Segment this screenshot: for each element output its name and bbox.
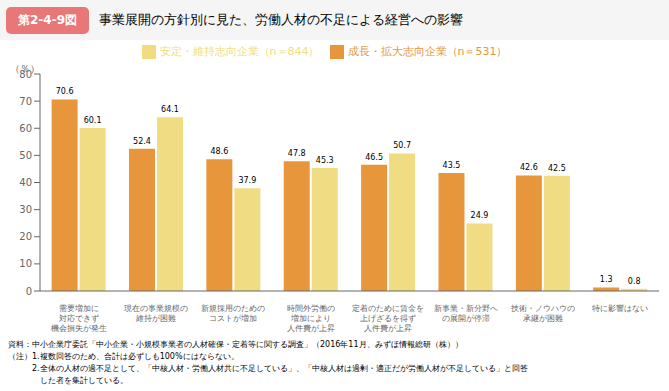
html-text:成長・拡大志向企業（n＝531）: 成長・拡大志向企業（n＝531） (347, 45, 508, 58)
svg-text:技術・ノウハウの承継が困難: 技術・ノウハウの承継が困難 (510, 304, 575, 323)
html-text:した者を集計している。: した者を集計している。 (8, 376, 128, 385)
svg-text:需要増加に対応できず機会損失が発生: 需要増加に対応できず機会損失が発生 (51, 304, 107, 333)
svg-text:現在の事業規模の維持が困難: 現在の事業規模の維持が困難 (124, 304, 188, 323)
svg-text:60.1: 60.1 (84, 116, 102, 125)
svg-text:46.5: 46.5 (365, 153, 383, 162)
svg-text:30: 30 (19, 204, 32, 215)
svg-text:42.6: 42.6 (520, 163, 538, 172)
svg-text:60: 60 (19, 123, 32, 134)
svg-text:50.7: 50.7 (393, 141, 411, 150)
html-text:安定・維持志向企業（n＝844）: 安定・維持志向企業（n＝844） (159, 45, 320, 58)
svg-text:70.6: 70.6 (56, 87, 74, 96)
svg-text:0.8: 0.8 (628, 277, 641, 286)
svg-text:42.5: 42.5 (548, 164, 566, 173)
svg-text:43.5: 43.5 (443, 161, 461, 170)
svg-text:新規採用のためのコストが増加: 新規採用のためのコストが増加 (201, 304, 265, 323)
svg-text:時間外労働の増加により人件費が上昇: 時間外労働の増加により人件費が上昇 (287, 304, 335, 333)
html-text:（注）1.複数回答のため、合計は必ずしも100%にはならない: （注）1.複数回答のため、合計は必ずしも100%にはならない。 (8, 352, 239, 361)
svg-text:20: 20 (19, 231, 32, 242)
svg-text:24.9: 24.9 (471, 211, 489, 220)
html-text:事業展開の方針別に見た、労働人材の不足による経営への影響: 事業展開の方針別に見た、労働人材の不足による経営への影響 (99, 12, 463, 27)
svg-text:70: 70 (19, 96, 32, 107)
svg-text:47.8: 47.8 (288, 149, 306, 158)
svg-text:1.3: 1.3 (600, 275, 613, 284)
svg-text:50: 50 (19, 150, 32, 161)
html-text:2.全体の人材の過不足として、「中核人材・労働人材共に不足し: 2.全体の人材の過不足として、「中核人材・労働人材共に不足している」、「中核人材… (8, 364, 528, 373)
svg-text:特に影響はない: 特に影響はない (592, 304, 648, 313)
svg-text:37.9: 37.9 (238, 176, 256, 185)
html-text:第2-4-9図: 第2-4-9図 (18, 12, 77, 27)
svg-text:52.4: 52.4 (133, 137, 151, 146)
svg-text:0: 0 (26, 286, 32, 297)
svg-text:48.6: 48.6 (210, 147, 228, 156)
svg-text:45.3: 45.3 (316, 156, 334, 165)
svg-text:64.1: 64.1 (161, 105, 179, 114)
svg-text:80: 80 (19, 69, 32, 80)
svg-text:新事業・新分野への展開が停滞: 新事業・新分野への展開が停滞 (434, 304, 498, 323)
svg-text:10: 10 (19, 258, 32, 269)
svg-text:40: 40 (19, 177, 32, 188)
svg-text:定着のために賃金を上げざるを得ず人件費が上昇: 定着のために賃金を上げざるを得ず人件費が上昇 (352, 304, 424, 333)
html-text:資料：中小企業庁委託「中小企業・小規模事業者の人材確保・定着: 資料：中小企業庁委託「中小企業・小規模事業者の人材確保・定着等に関する調査」（2… (8, 340, 463, 349)
